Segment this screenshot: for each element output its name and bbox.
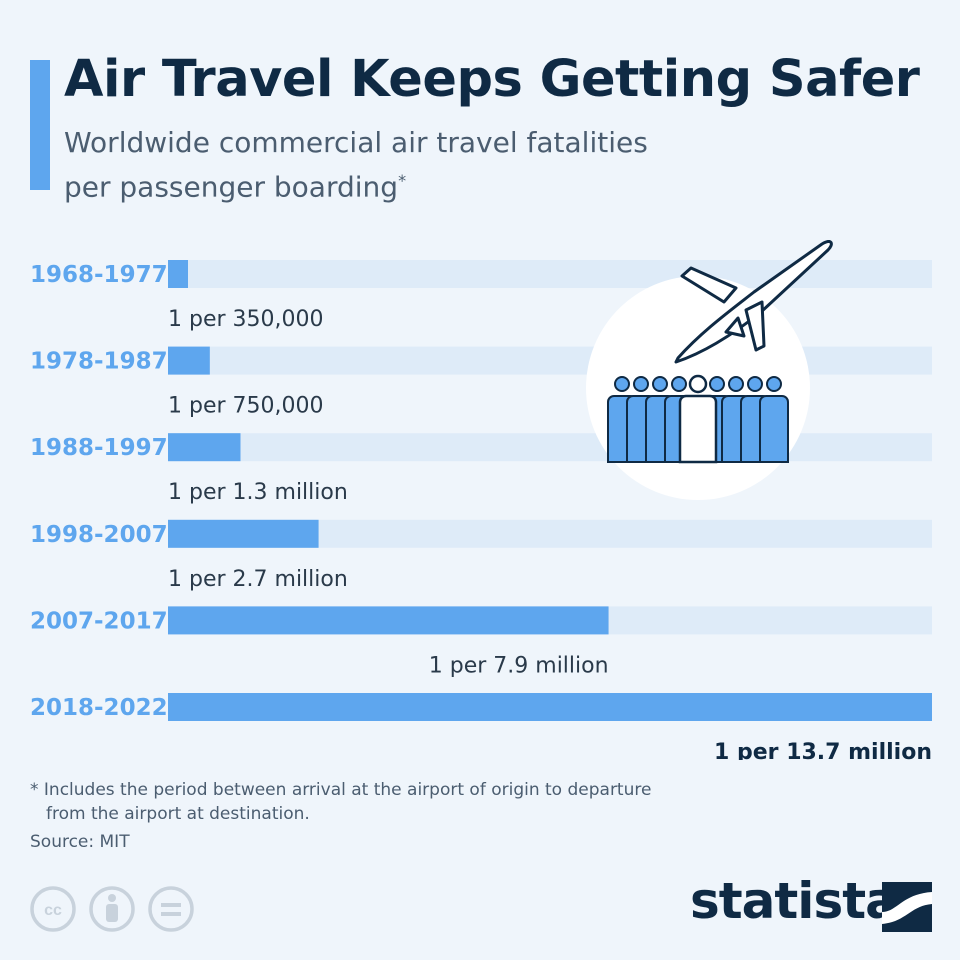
crowd-icon — [607, 374, 789, 464]
footnote: * Includes the period between arrival at… — [30, 778, 730, 826]
bar-2007-2017 — [168, 606, 609, 635]
person-head — [709, 376, 725, 392]
bar-1988-1997 — [168, 433, 241, 462]
value-label: 1 per 350,000 — [168, 307, 324, 332]
source-note: Source: MIT — [30, 832, 130, 852]
statista-logo-icon[interactable] — [882, 882, 932, 932]
highlighted-person-head — [688, 374, 708, 394]
person-head — [671, 376, 687, 392]
category-label: 2007-2017 — [30, 608, 168, 634]
category-label: 2018-2022 — [30, 695, 168, 721]
statista-wordmark[interactable]: statista — [690, 872, 899, 930]
value-label: 1 per 13.7 million — [714, 740, 932, 760]
bar-1968-1977 — [168, 260, 188, 288]
subtitle-footnote-mark: * — [398, 171, 407, 190]
person-head — [633, 376, 649, 392]
svg-text:cc: cc — [44, 902, 62, 919]
bar-track — [168, 433, 932, 462]
person-head — [652, 376, 668, 392]
license-icons: cc — [30, 886, 194, 932]
category-label: 1978-1987 — [30, 349, 168, 375]
value-label: 1 per 750,000 — [168, 394, 324, 419]
airplane-icon — [674, 240, 833, 364]
chart-title: Air Travel Keeps Getting Safer — [64, 50, 920, 109]
equals-icon[interactable] — [148, 886, 194, 932]
person-icon[interactable] — [89, 886, 135, 932]
illustration — [586, 240, 833, 500]
person-body — [759, 395, 789, 463]
category-label: 1968-1977 — [30, 262, 168, 288]
bar-1998-2007 — [168, 519, 319, 548]
category-label: 1998-2007 — [30, 522, 168, 548]
value-label: 1 per 7.9 million — [429, 653, 609, 678]
person-head — [614, 376, 630, 392]
value-label: 1 per 2.7 million — [168, 567, 348, 592]
title-accent-bar — [30, 60, 50, 190]
person-head — [766, 376, 782, 392]
chart-subtitle: Worldwide commercial air travel fataliti… — [64, 124, 764, 206]
footnote-line-1: * Includes the period between arrival at… — [30, 780, 652, 800]
subtitle-line-1: Worldwide commercial air travel fataliti… — [64, 126, 648, 159]
person-head — [747, 376, 763, 392]
bar-1978-1987 — [168, 346, 210, 375]
bar-2018-2022 — [168, 693, 932, 721]
person-head — [728, 376, 744, 392]
value-label: 1 per 1.3 million — [168, 480, 348, 505]
category-label: 1988-1997 — [30, 435, 168, 461]
footnote-line-2: from the airport at destination. — [46, 804, 310, 824]
highlighted-person-body — [678, 394, 718, 464]
subtitle-line-2: per passenger boarding — [64, 170, 399, 204]
cc-icon[interactable]: cc — [30, 886, 76, 932]
